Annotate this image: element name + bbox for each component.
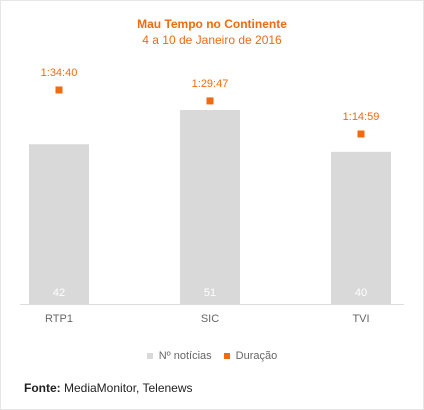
legend-item-noticias[interactable]: Nº notícias [146,350,212,362]
duration-point-tvi [357,130,365,138]
source-label: Fonte: [24,381,61,395]
duration-point-sic [206,97,214,105]
x-tick-label-rtp1: RTP1 [45,313,73,325]
chart-subtitle: 4 a 10 de Janeiro de 2016 [142,33,282,47]
bar-label-tvi: 40 [355,287,367,299]
source-text: MediaMonitor, Telenews [64,381,193,395]
chart-title: Mau Tempo no Continente [137,17,287,31]
duration-point-rtp1 [55,86,63,94]
bar-tvi [331,151,391,304]
bar-label-rtp1: 42 [53,287,65,299]
duration-label-rtp1: 1:34:40 [41,67,78,79]
legend-label-duracao: Duração [235,350,278,362]
legend-item-duracao[interactable]: Duração [223,350,278,362]
bar-label-sic: 51 [204,287,216,299]
bar-rtp1 [29,144,89,304]
x-tick-label-tvi: TVI [352,313,369,325]
bar-sic [180,110,240,304]
duration-label-sic: 1:29:47 [192,78,229,90]
legend: Nº notícias Duração [0,350,424,362]
duration-label-tvi: 1:14:59 [343,111,380,123]
x-tick-label-sic: SIC [201,313,219,325]
legend-swatch-duracao [223,353,230,359]
source-note: Fonte: MediaMonitor, Telenews [24,381,193,395]
legend-label-noticias: Nº notícias [158,350,212,362]
legend-swatch-noticias [146,353,153,359]
